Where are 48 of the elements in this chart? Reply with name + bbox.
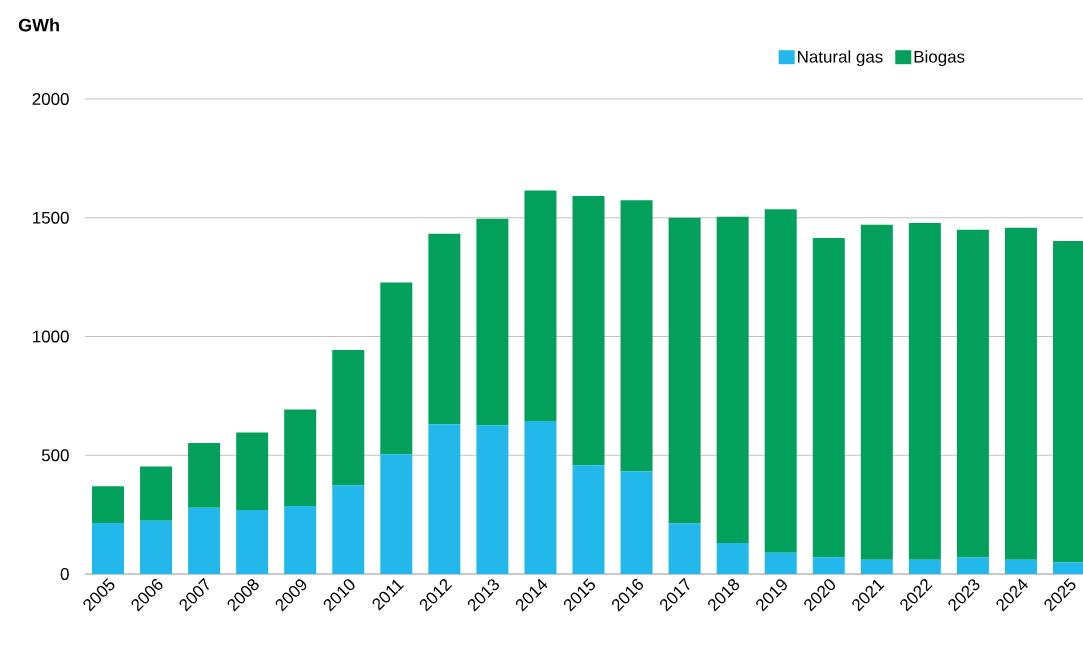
y-tick-label: 1000 [33,330,69,343]
bar [92,522,124,574]
bar [716,542,749,574]
bar [236,432,269,510]
bar [188,507,221,574]
bar [524,421,557,574]
bar [1004,559,1037,574]
bar [668,217,701,524]
bar [92,486,124,523]
bar [620,471,653,574]
bar [668,523,701,574]
y-tick-label: 0 [60,568,69,580]
bar [860,224,893,560]
bar [284,409,317,507]
bar [620,200,653,472]
bar [1004,227,1037,560]
bar [764,552,797,574]
bar [236,509,269,574]
bar [908,559,941,574]
bar [908,222,941,560]
bar [812,237,845,558]
bar [476,425,509,574]
legend-label: Biogas [914,50,965,67]
bar [188,442,221,508]
bar [524,190,557,422]
bar [380,454,413,574]
bar [140,466,173,521]
bar [428,424,461,574]
bar [332,485,365,574]
bar [380,282,413,455]
bar [716,216,749,543]
bar [956,557,989,574]
y-tick-label: 1500 [33,211,69,224]
legend-label: Natural gas [798,50,883,67]
y-axis-title: GWh [18,18,59,32]
bar [428,233,461,425]
y-tick-label: 2000 [32,93,69,105]
bar [284,506,317,574]
bar [140,520,173,574]
bar [956,229,989,558]
bar [764,209,797,553]
bar [572,195,605,466]
bar [860,559,893,574]
bar [332,350,365,486]
y-tick-label: 500 [41,449,69,462]
bar [572,465,605,574]
bar [476,218,509,426]
bar [812,557,845,574]
